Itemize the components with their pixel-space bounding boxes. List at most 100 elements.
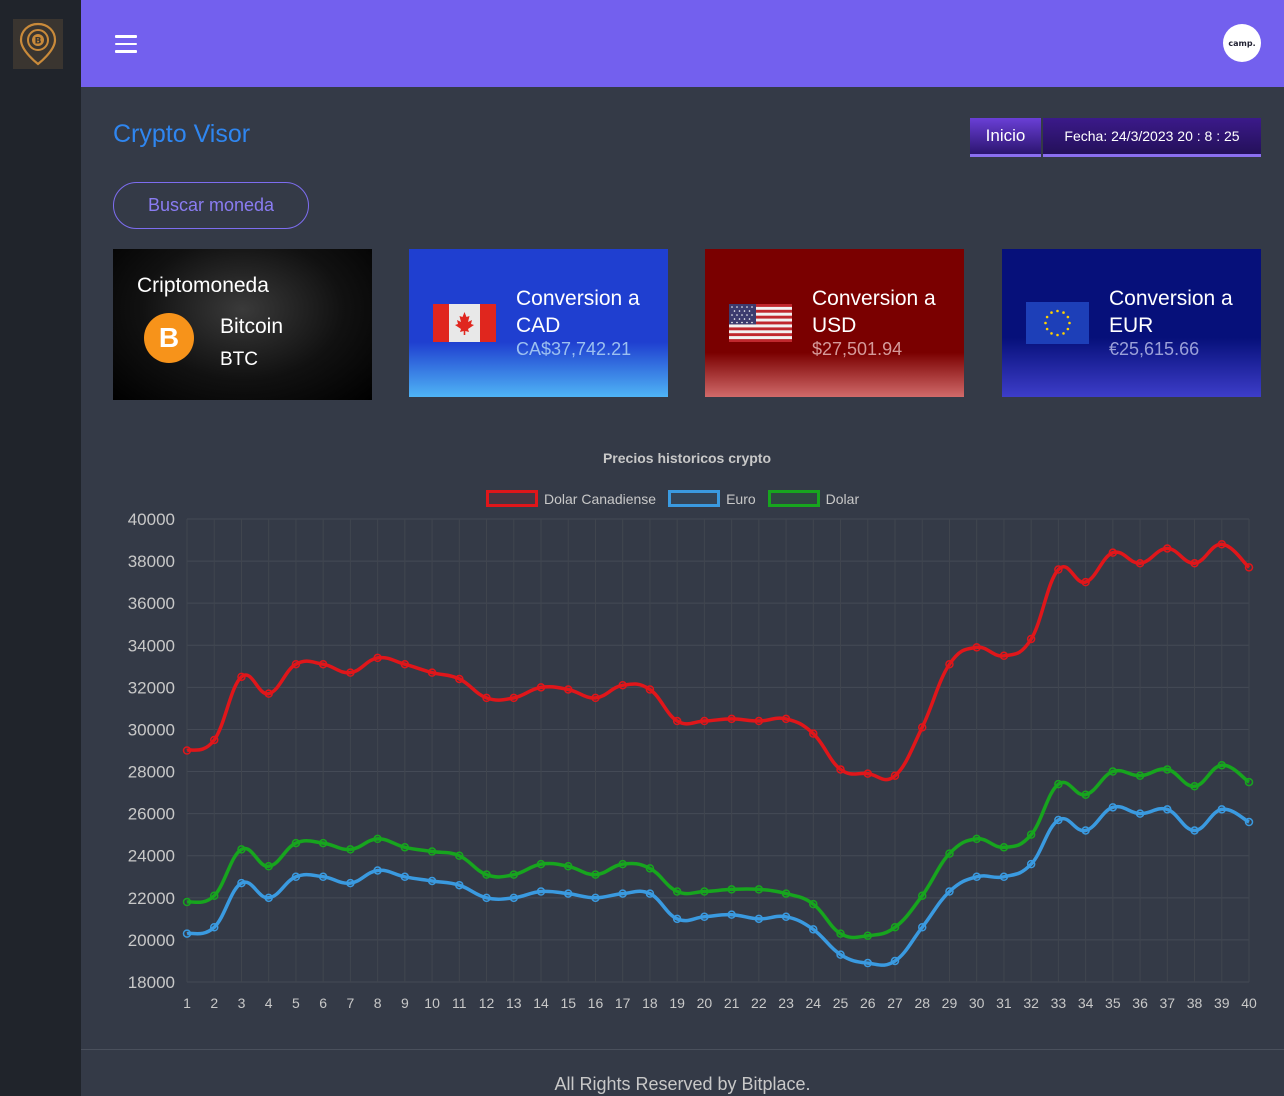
usa-flag-icon: [729, 304, 792, 342]
avatar[interactable]: camp.: [1223, 24, 1261, 62]
search-coin-button[interactable]: Buscar moneda: [113, 182, 309, 229]
chart-title: Precios historicos crypto: [602, 450, 772, 466]
data-point: [509, 893, 519, 903]
x-tick-label: 18: [642, 995, 658, 1011]
data-point: [237, 878, 246, 888]
legend-swatch-usd: [767, 490, 820, 507]
data-point: [563, 685, 573, 694]
bitplace-logo[interactable]: B: [13, 19, 63, 69]
x-tick-label: 33: [1051, 995, 1067, 1011]
data-point: [536, 859, 546, 869]
data-point: [1217, 540, 1227, 549]
page-title: Crypto Visor: [113, 120, 251, 148]
y-tick-label: 26000: [128, 805, 175, 824]
sidebar: B: [0, 0, 81, 1096]
data-point: [591, 893, 600, 903]
data-point: [591, 693, 600, 703]
data-point: [237, 845, 246, 854]
data-point: [1026, 634, 1036, 644]
x-tick-label: 19: [669, 995, 685, 1011]
legend-item-usd[interactable]: Dolar: [767, 490, 860, 507]
data-point: [672, 887, 682, 896]
legend-label-usd: Dolar: [825, 490, 860, 507]
data-point: [890, 771, 900, 781]
data-point: [618, 681, 627, 690]
data-point: [1054, 565, 1063, 574]
data-point: [1135, 809, 1145, 818]
x-tick-label: 40: [1241, 995, 1257, 1011]
data-point: [318, 872, 328, 882]
data-point: [999, 872, 1009, 882]
location-bitcoin-icon: B: [19, 22, 57, 66]
x-tick-label: 39: [1214, 995, 1230, 1011]
data-point: [1244, 777, 1254, 787]
data-point: [209, 735, 219, 745]
data-point: [400, 659, 410, 669]
footer-divider: [81, 1049, 1284, 1050]
data-point: [781, 889, 791, 898]
data-point: [427, 847, 437, 856]
data-point: [754, 914, 764, 924]
data-point: [1081, 577, 1090, 587]
data-point: [563, 862, 573, 871]
home-button[interactable]: Inicio: [970, 118, 1041, 157]
data-point: [645, 889, 655, 898]
data-point: [1135, 771, 1145, 781]
legend-swatch-eur: [668, 490, 721, 507]
eu-flag-icon: [1026, 302, 1089, 344]
data-point: [890, 956, 900, 966]
legend-item-cad[interactable]: Dolar Canadiense: [486, 490, 656, 507]
data-point: [863, 931, 873, 940]
crypto-card: Criptomoneda B Bitcoin BTC: [113, 249, 372, 400]
menu-icon[interactable]: [115, 35, 137, 53]
data-point: [972, 872, 981, 882]
legend-swatch-cad: [486, 490, 538, 507]
data-point: [836, 950, 845, 959]
canada-flag-icon: [433, 304, 496, 342]
data-point: [917, 723, 927, 732]
y-tick-label: 32000: [128, 678, 175, 697]
x-tick-label: 22: [751, 995, 767, 1011]
data-point: [346, 845, 355, 854]
data-point: [1163, 544, 1172, 553]
data-point: [1026, 830, 1036, 839]
data-point: [318, 838, 328, 848]
legend-label-cad: Dolar Canadiense: [544, 490, 657, 507]
data-point: [482, 893, 491, 903]
x-tick-label: 27: [887, 995, 903, 1011]
data-point: [291, 838, 301, 848]
x-tick-label: 11: [452, 995, 467, 1011]
series-line-3: [186, 763, 1251, 940]
data-point: [1163, 805, 1172, 814]
x-tick-label: 36: [1132, 995, 1148, 1011]
x-tick-label: 15: [560, 995, 576, 1011]
y-tick-label: 28000: [128, 763, 175, 782]
legend-item-eur[interactable]: Euro: [668, 490, 756, 507]
coin-name: Bitcoin: [220, 315, 284, 338]
x-tick-label: 26: [860, 995, 876, 1011]
series-line-1: [186, 542, 1251, 782]
data-point: [455, 674, 464, 684]
data-point: [945, 659, 954, 669]
data-point: [1217, 760, 1227, 770]
eur-conversion-value: €25,615.66: [1109, 339, 1200, 359]
data-point: [672, 716, 682, 726]
eur-conversion-card: Conversion a EUR €25,615.66: [1002, 249, 1261, 397]
data-point: [1190, 782, 1199, 791]
data-point: [1244, 563, 1254, 572]
data-point: [264, 689, 273, 698]
data-point: [1244, 817, 1254, 827]
x-tick-label: 10: [424, 995, 440, 1011]
data-point: [645, 685, 655, 694]
data-point: [809, 899, 818, 909]
data-point: [373, 866, 382, 875]
x-tick-label: 3: [238, 995, 246, 1011]
data-point: [591, 870, 600, 879]
y-tick-label: 30000: [128, 720, 175, 739]
data-point: [945, 849, 954, 858]
x-tick-label: 2: [210, 995, 218, 1011]
data-point: [917, 923, 927, 932]
data-point: [427, 668, 437, 677]
data-point: [1081, 826, 1090, 835]
footer-text: All Rights Reserved by Bitplace.: [554, 1074, 811, 1094]
